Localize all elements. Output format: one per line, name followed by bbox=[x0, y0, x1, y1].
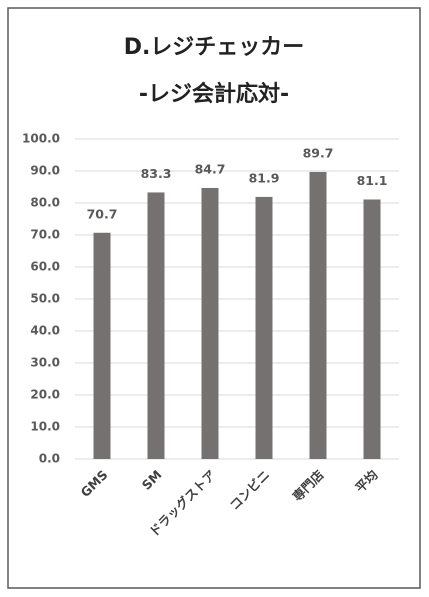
x-tick-label: SM bbox=[139, 467, 165, 493]
y-tick-label: 0.0 bbox=[39, 452, 60, 466]
y-tick-label: 50.0 bbox=[30, 292, 60, 306]
y-tick-label: 100.0 bbox=[22, 132, 60, 146]
y-tick-label: 40.0 bbox=[30, 324, 60, 338]
value-label: 70.7 bbox=[87, 206, 118, 221]
value-label: 84.7 bbox=[195, 161, 226, 176]
chart-title: D.レジチェッカー bbox=[124, 35, 305, 60]
value-label: 81.9 bbox=[249, 170, 280, 185]
x-tick-label: GMS bbox=[78, 467, 111, 500]
value-label: 81.1 bbox=[357, 173, 388, 188]
chart-border bbox=[7, 7, 421, 589]
bar bbox=[363, 199, 381, 460]
bar bbox=[147, 192, 165, 459]
x-tick-label: 平均 bbox=[352, 467, 380, 495]
bar bbox=[201, 187, 219, 459]
bar bbox=[309, 171, 327, 459]
chart-subtitle: -レジ会計応対- bbox=[139, 81, 289, 107]
x-tick-label: コンビニ bbox=[227, 467, 273, 513]
value-label: 83.3 bbox=[141, 166, 172, 181]
x-tick-label: 専門店 bbox=[289, 467, 326, 504]
y-tick-label: 60.0 bbox=[30, 260, 60, 274]
bar bbox=[255, 196, 273, 460]
y-tick-label: 70.0 bbox=[30, 228, 60, 242]
value-label: 89.7 bbox=[303, 145, 334, 160]
y-tick-label: 80.0 bbox=[30, 196, 60, 210]
y-tick-label: 30.0 bbox=[30, 356, 60, 370]
y-tick-label: 20.0 bbox=[30, 388, 60, 402]
y-tick-label: 90.0 bbox=[30, 164, 60, 178]
bar bbox=[93, 232, 111, 459]
y-tick-label: 10.0 bbox=[30, 420, 60, 434]
